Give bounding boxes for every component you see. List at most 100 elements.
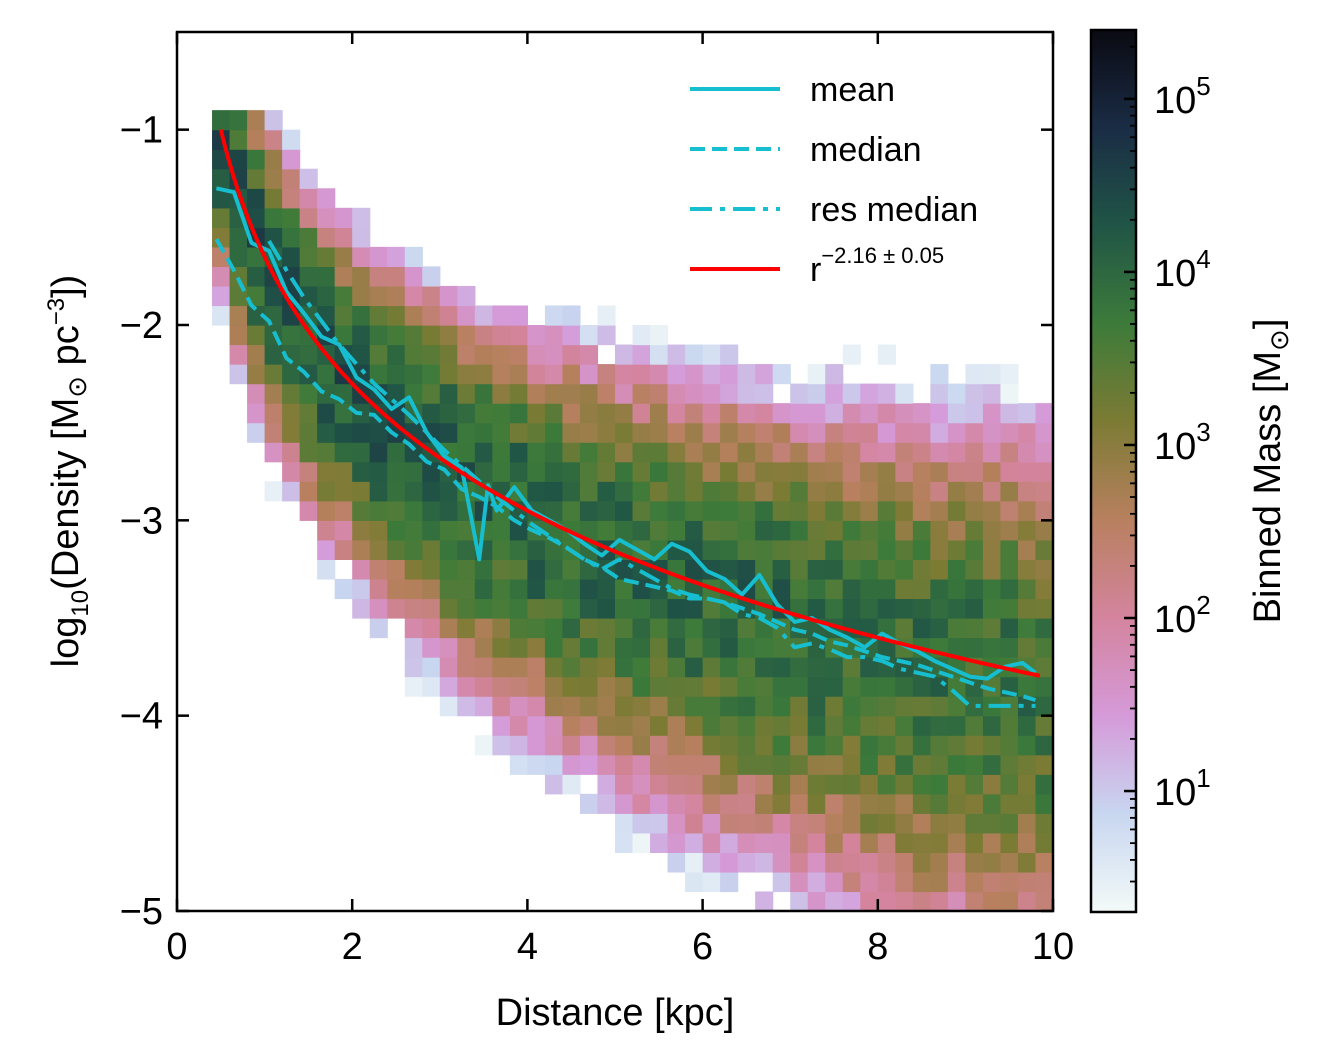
heatmap-cell	[527, 598, 546, 619]
heatmap-cell	[842, 813, 861, 834]
heatmap-cell	[369, 422, 388, 443]
heatmap-cell	[842, 442, 861, 463]
heatmap-cell	[895, 793, 914, 814]
heatmap-cell	[632, 481, 651, 502]
heatmap-cell	[842, 774, 861, 795]
heatmap-cell	[264, 481, 283, 502]
heatmap-cell	[299, 344, 318, 365]
heatmap-cell	[947, 598, 966, 619]
heatmap-cell	[842, 871, 861, 893]
heatmap-cell	[282, 149, 301, 170]
heatmap-cell	[807, 481, 826, 502]
heatmap-cell	[1035, 520, 1053, 541]
heatmap-cell	[422, 422, 441, 443]
heatmap-cell	[334, 227, 353, 248]
heatmap-cell	[930, 852, 949, 873]
heatmap-cell	[509, 578, 528, 600]
heatmap-cell	[702, 637, 721, 658]
heatmap-cell	[562, 500, 581, 521]
heatmap-cell	[509, 422, 528, 443]
heatmap-cell	[772, 774, 791, 795]
heatmap-cell	[667, 442, 686, 463]
heatmap-cell	[842, 754, 861, 775]
heatmap-cell	[212, 168, 231, 189]
heatmap-cell	[877, 676, 896, 697]
heatmap-cell	[615, 754, 634, 775]
heatmap-cell	[632, 383, 651, 404]
heatmap-cell	[615, 442, 634, 463]
heatmap-cell	[632, 442, 651, 463]
heatmap-cell	[720, 618, 739, 639]
heatmap-cell	[737, 715, 756, 736]
heatmap-cell	[912, 852, 931, 873]
heatmap-cell	[474, 637, 493, 658]
heatmap-cell	[737, 754, 756, 775]
heatmap-cell	[229, 227, 248, 248]
heatmap-cell	[247, 149, 266, 170]
heatmap-cell	[632, 657, 651, 678]
heatmap-cell	[842, 696, 861, 717]
colorbar-tick-label: 105	[1154, 71, 1211, 122]
heatmap-cell	[1000, 481, 1019, 502]
heatmap-cell	[1000, 813, 1019, 834]
heatmap-cell	[615, 422, 634, 443]
heatmap-cell	[930, 500, 949, 521]
heatmap-cell	[369, 364, 388, 385]
heatmap-cell	[422, 364, 441, 385]
heatmap-cell	[755, 403, 774, 424]
heatmap-cell	[667, 598, 686, 619]
heatmap-cell	[982, 618, 1002, 639]
colorbar-tick-label: 101	[1154, 763, 1211, 814]
heatmap-cell	[282, 403, 301, 424]
heatmap-cell	[650, 637, 669, 658]
heatmap-cell	[299, 285, 318, 307]
heatmap-cell	[527, 735, 546, 756]
heatmap-cell	[842, 852, 861, 873]
heatmap-cell	[982, 832, 1002, 853]
heatmap-cell	[492, 735, 511, 756]
heatmap-cell	[702, 500, 721, 521]
heatmap-cell	[667, 676, 686, 697]
heatmap-cell	[825, 696, 844, 717]
heatmap-cell	[650, 618, 669, 639]
heatmap-cell	[982, 793, 1002, 814]
heatmap-cell	[965, 774, 984, 795]
heatmap-cell	[404, 305, 423, 326]
heatmap-cell	[527, 442, 546, 463]
heatmap-cell	[650, 813, 669, 834]
power-law-exponent: −2.16 ± 0.05	[821, 243, 944, 268]
heatmap-cell	[860, 813, 879, 834]
heatmap-cell	[860, 657, 879, 678]
heatmap-cell	[562, 344, 581, 365]
heatmap-cell	[947, 774, 966, 795]
heatmap-cell	[282, 481, 301, 502]
heatmap-cell	[685, 442, 704, 463]
heatmap-cell	[667, 403, 686, 424]
heatmap-cell	[790, 696, 809, 717]
heatmap-cell	[474, 344, 493, 365]
heatmap-cell	[807, 442, 826, 463]
heatmap-cell	[737, 696, 756, 717]
heatmap-cell	[562, 442, 581, 463]
heatmap-cell	[807, 676, 826, 697]
heatmap-cell	[299, 266, 318, 287]
heatmap-cell	[1000, 559, 1019, 580]
heatmap-cell	[299, 364, 318, 385]
heatmap-cell	[702, 793, 721, 814]
heatmap-cell	[527, 618, 546, 639]
heatmap-cell	[930, 618, 949, 639]
heatmap-cell	[825, 500, 844, 521]
heatmap-cell	[755, 813, 774, 834]
heatmap-cell	[737, 637, 756, 658]
heatmap-cell	[474, 325, 493, 346]
heatmap-cell	[720, 481, 739, 502]
heatmap-cell	[492, 344, 511, 365]
heatmap-cell	[702, 403, 721, 424]
heatmap-cell	[562, 598, 581, 619]
heatmap-cell	[1000, 891, 1019, 911]
heatmap-cell	[317, 364, 336, 385]
heatmap-cell	[807, 735, 826, 756]
heatmap-cell	[352, 422, 371, 443]
heatmap-cell	[842, 735, 861, 756]
heatmap-cell	[597, 715, 616, 736]
